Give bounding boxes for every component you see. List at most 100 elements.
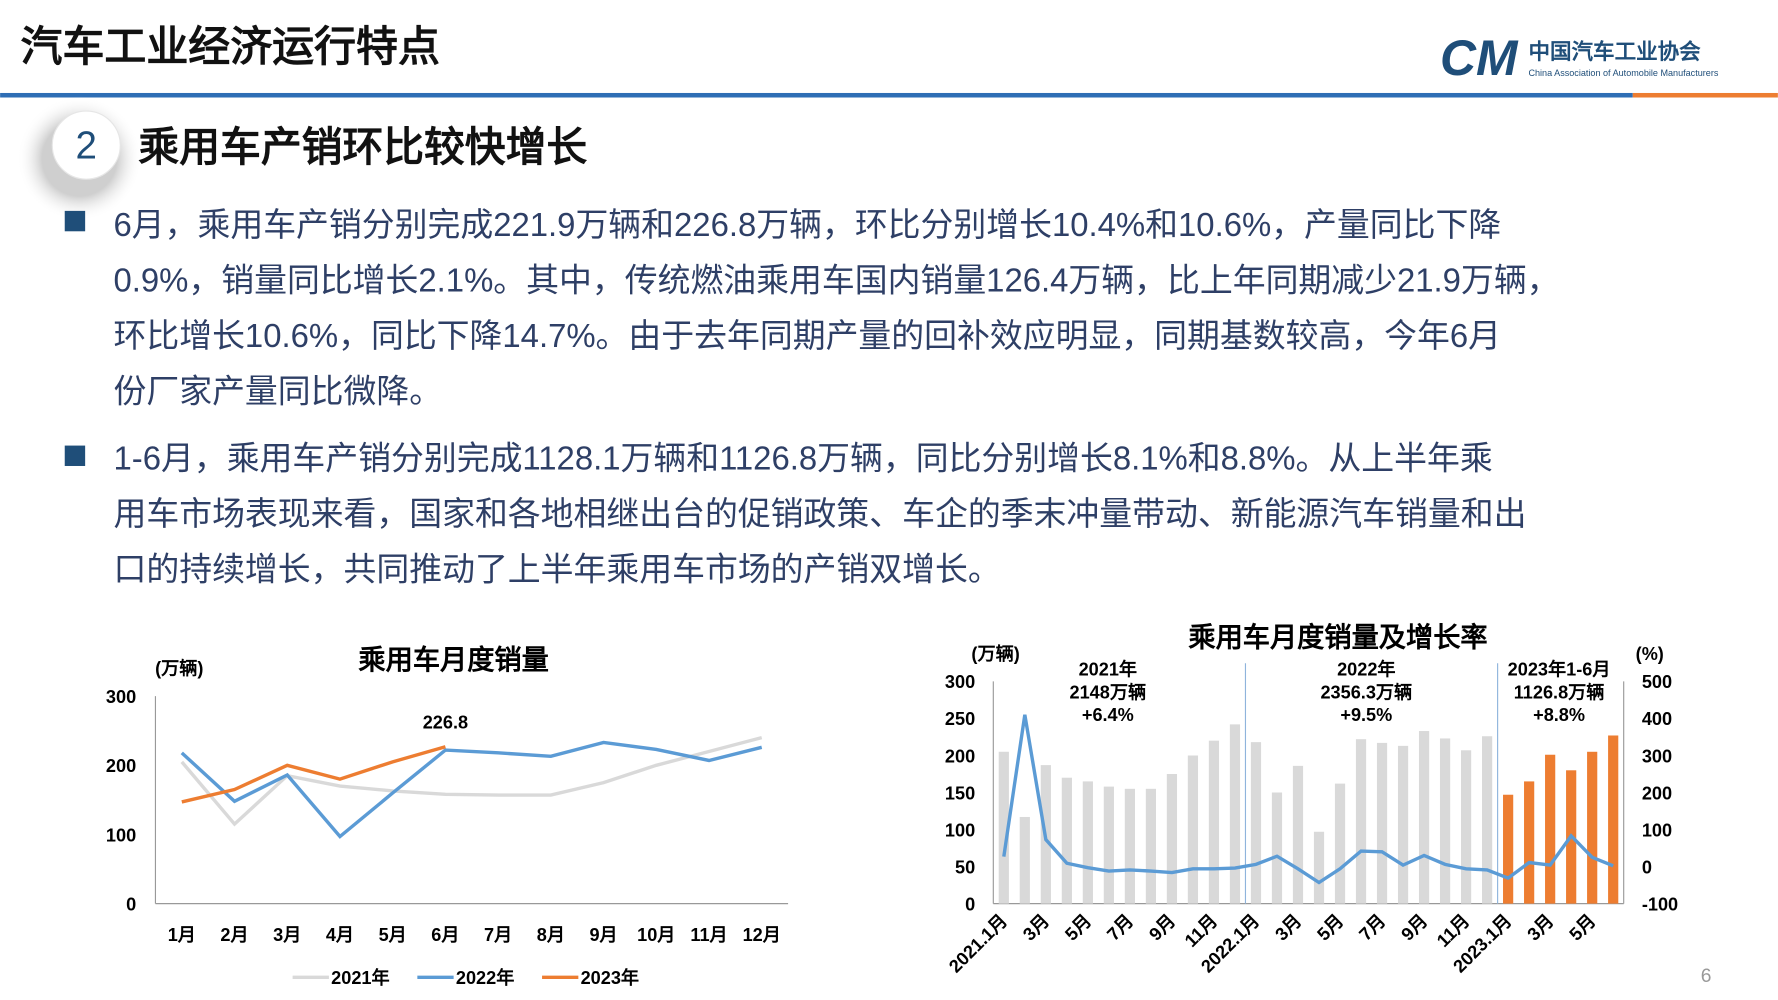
bullet-marker: [64, 210, 86, 232]
annotation: 2356.3万辆: [1320, 681, 1412, 702]
x-tick-label: 7月: [1103, 910, 1137, 944]
data-label: 226.8: [423, 713, 468, 733]
y-tick-label: 50: [955, 857, 975, 877]
y-tick-label: 200: [945, 746, 975, 766]
annotation: 2021年: [1079, 659, 1137, 680]
bar: [1439, 738, 1451, 904]
x-tick-label: 7月: [1355, 910, 1389, 944]
x-tick-label: 9月: [589, 925, 617, 945]
bar: [1418, 731, 1430, 904]
y2-axis-label: (%): [1636, 644, 1664, 664]
section-number: 2: [76, 125, 97, 168]
x-tick-label: 11月: [690, 925, 727, 945]
bullet-text: 6月，乘用车产销分别完成221.9万辆和226.8万辆，环比分别增长10.4%和…: [113, 206, 1501, 243]
bar: [1376, 742, 1388, 904]
y-axis-label: (万辆): [155, 658, 203, 679]
y-tick-label: 300: [945, 672, 975, 692]
y-tick-label: 0: [126, 894, 136, 914]
y-tick-label: 100: [945, 820, 975, 840]
bar: [1082, 781, 1093, 904]
badge: [51, 110, 121, 180]
y-tick-label: 250: [945, 709, 975, 729]
logo: CM 中国汽车工业协会 China Association of Automob…: [1440, 30, 1719, 86]
bar: [1503, 794, 1514, 904]
y2-tick-label: 200: [1642, 783, 1672, 803]
y-tick-label: 150: [945, 783, 975, 803]
x-tick-label: 1月: [168, 925, 196, 945]
logo-name: 中国汽车工业协会: [1528, 39, 1701, 64]
x-tick-label: 2月: [220, 925, 248, 945]
y2-tick-label: 500: [1642, 672, 1672, 692]
bullet-text: 口的持续增长，共同推动了上半年乘用车市场的产销双增长。: [113, 550, 1000, 587]
legend-label: 2023年: [581, 967, 639, 988]
y2-tick-label: 100: [1642, 820, 1672, 840]
bar: [1397, 745, 1409, 904]
x-tick-label: 8月: [537, 925, 565, 945]
bar: [1124, 788, 1135, 904]
x-tick-label: 9月: [1145, 910, 1179, 944]
series-line: [180, 735, 763, 827]
bar: [1103, 786, 1114, 904]
bar: [1355, 739, 1367, 904]
y-tick-label: 200: [106, 756, 136, 776]
annotation: +6.4%: [1082, 705, 1134, 725]
bar: [1334, 783, 1346, 904]
x-tick-label: 4月: [326, 925, 354, 945]
annotation: 2148万辆: [1070, 681, 1147, 702]
bar: [1545, 754, 1556, 904]
chart-title: 乘用车月度销量: [358, 644, 548, 675]
y-tick-label: 0: [965, 894, 975, 914]
bar: [1292, 765, 1304, 904]
x-tick-label: 3月: [1271, 910, 1305, 944]
x-tick-label: 7月: [484, 925, 512, 945]
bullet-text: 1-6月，乘用车产销分别完成1128.1万辆和1126.8万辆，同比分别增长8.…: [113, 439, 1492, 476]
x-tick-label: 3月: [1019, 910, 1053, 944]
bullet-text: 份厂家产量同比微降。: [113, 372, 442, 409]
series-line: [1002, 714, 1614, 885]
x-tick-label: 5月: [1313, 910, 1347, 944]
x-tick-label: 5月: [379, 925, 407, 945]
svg-text:CM: CM: [1440, 30, 1519, 86]
series-line: [180, 740, 763, 839]
logo-english: China Association of Automobile Manufact…: [1528, 68, 1718, 78]
bullet-text: 0.9%，销量同比增长2.1%。其中，传统燃油乘用车国内销量126.4万辆，比上…: [113, 261, 1559, 298]
bar: [1313, 831, 1325, 904]
y2-tick-label: 0: [1642, 857, 1652, 877]
bar: [1187, 755, 1199, 904]
x-tick-label: 3月: [273, 925, 301, 945]
bar: [1061, 777, 1072, 904]
annotation: 1126.8万辆: [1514, 681, 1605, 702]
bar: [1608, 735, 1619, 904]
bar: [1482, 736, 1493, 904]
x-tick-label: 12月: [743, 925, 781, 945]
series-line: [181, 745, 446, 804]
bar: [1460, 750, 1472, 904]
annotation: +9.5%: [1340, 705, 1392, 725]
bar: [1229, 724, 1241, 904]
bar: [1208, 740, 1220, 904]
bar: [1587, 751, 1598, 904]
header-rule-accent: [1632, 92, 1778, 98]
header-rule: [0, 92, 1633, 98]
page-number: 6: [1701, 966, 1712, 987]
bullet-text: 环比增长10.6%，同比下降14.7%。由于去年同期产量的回补效应明显，同期基数…: [113, 317, 1501, 354]
bar: [1271, 792, 1283, 904]
x-tick-label: 6月: [431, 925, 459, 945]
y2-tick-label: -100: [1642, 894, 1678, 914]
section-title: 乘用车产销环比较快增长: [138, 124, 587, 170]
annotation: 2022年: [1337, 659, 1395, 680]
bar: [1166, 773, 1178, 904]
bar: [1019, 816, 1030, 904]
y-axis-label: (万辆): [971, 643, 1019, 664]
header-title: 汽车工业经济运行特点: [21, 23, 440, 70]
bullet-marker: [64, 445, 86, 466]
chart-title: 乘用车月度销量及增长率: [1188, 621, 1487, 652]
y-tick-label: 100: [106, 825, 136, 845]
bar: [1145, 788, 1157, 904]
bar: [998, 751, 1009, 904]
legend-label: 2021年: [331, 967, 389, 988]
annotation: +8.8%: [1533, 705, 1585, 725]
y2-tick-label: 400: [1642, 709, 1672, 729]
annotation: 2023年1-6月: [1508, 659, 1611, 680]
